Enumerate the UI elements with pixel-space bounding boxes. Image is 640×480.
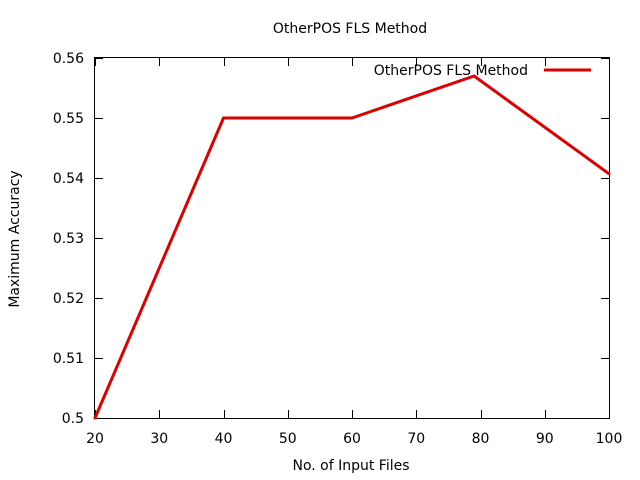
legend-label: OtherPOS FLS Method xyxy=(374,63,528,79)
data-point xyxy=(93,416,97,420)
x-tick-label: 70 xyxy=(407,431,425,447)
y-axis-label: Maximum Accuracy xyxy=(7,170,23,307)
y-tick-label: 0.53 xyxy=(53,231,84,247)
y-tick-label: 0.51 xyxy=(53,351,84,367)
chart-title: OtherPOS FLS Method xyxy=(273,21,427,37)
y-tick-label: 0.56 xyxy=(53,51,84,67)
x-tick-label: 40 xyxy=(215,431,233,447)
data-point xyxy=(350,116,354,120)
y-tick-label: 0.54 xyxy=(53,171,84,187)
x-tick-label: 90 xyxy=(536,431,554,447)
data-point xyxy=(607,172,611,176)
y-tick-label: 0.5 xyxy=(62,411,84,427)
series-line xyxy=(93,74,610,419)
x-tick-label: 20 xyxy=(86,431,104,447)
data-point xyxy=(472,74,476,78)
data-point xyxy=(222,116,225,120)
x-tick-label: 30 xyxy=(150,431,168,447)
x-tick-label: 100 xyxy=(596,431,623,447)
legend: OtherPOS FLS Method xyxy=(374,63,591,79)
plot-frame xyxy=(94,57,610,419)
y-tick-label: 0.55 xyxy=(53,111,84,127)
x-tick-label: 60 xyxy=(343,431,361,447)
x-axis-label: No. of Input Files xyxy=(292,458,409,474)
x-tick-label: 80 xyxy=(472,431,490,447)
x-tick-label: 50 xyxy=(279,431,297,447)
y-tick-label: 0.52 xyxy=(53,291,84,307)
